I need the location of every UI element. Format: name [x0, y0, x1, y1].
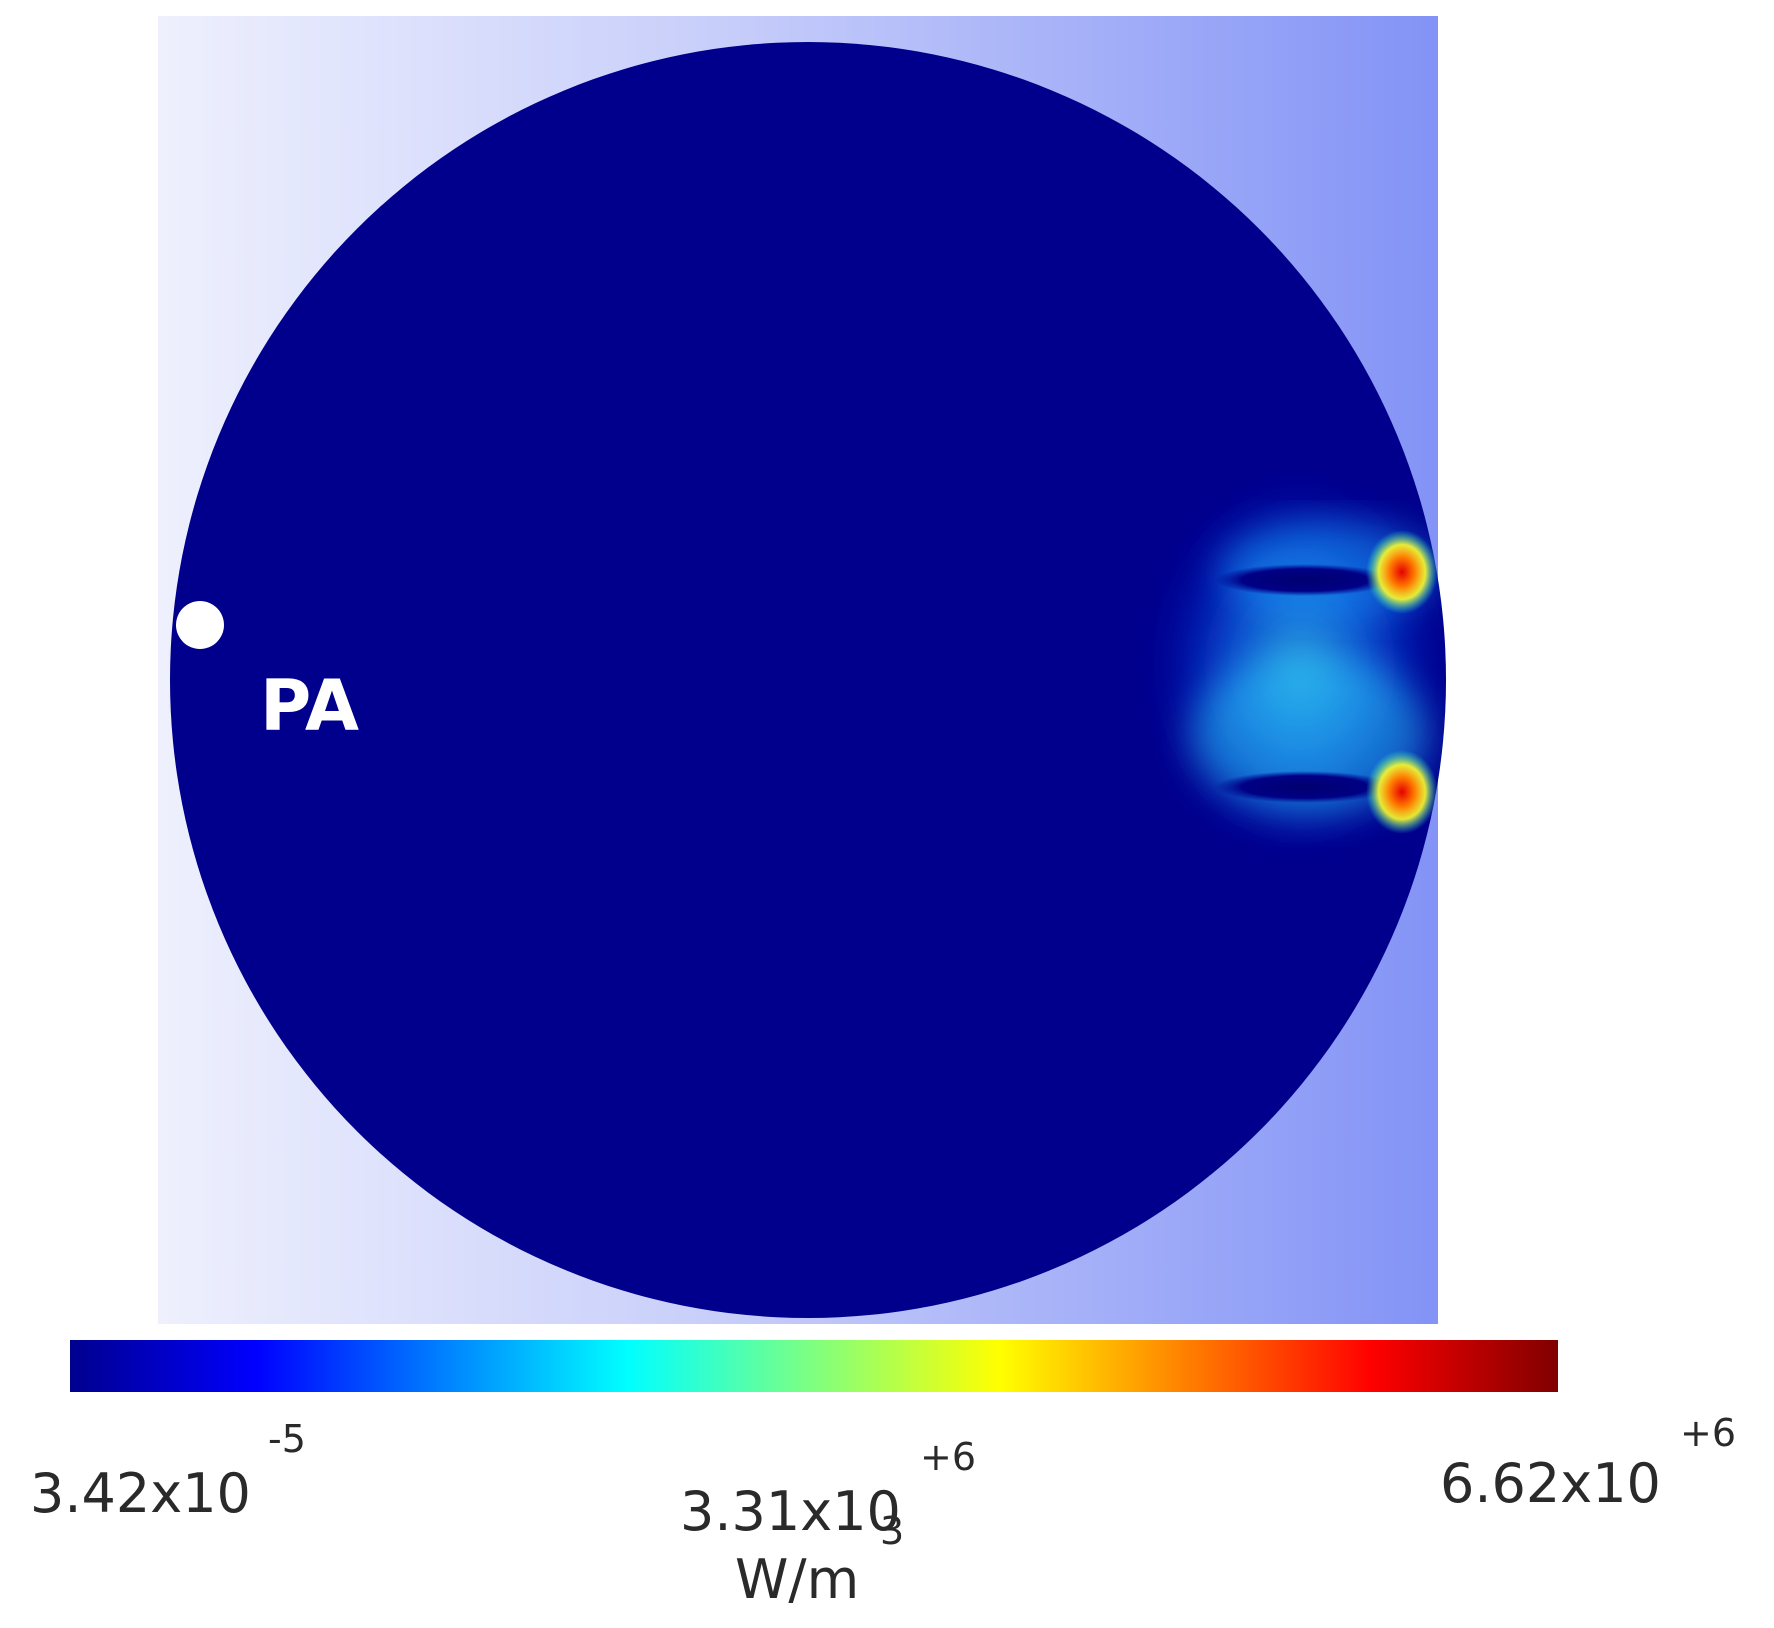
pa-marker — [176, 601, 224, 649]
colorbar-unit: W/m — [735, 1548, 859, 1611]
colorbar-max-exponent: +6 — [1680, 1411, 1736, 1455]
colorbar-mid-exponent: +6 — [920, 1435, 976, 1479]
colorbar — [70, 1340, 1558, 1392]
electrode-gap-upper — [1215, 564, 1395, 596]
circular-domain — [170, 42, 1446, 1318]
colorbar-unit-exponent: 3 — [880, 1509, 904, 1553]
colorbar-min-exponent: -5 — [268, 1417, 306, 1461]
colorbar-min-mantissa: 3.42x10 — [30, 1462, 251, 1525]
pa-label: PA — [260, 665, 359, 747]
colorbar-max-mantissa: 6.62x10 — [1440, 1452, 1661, 1515]
hot-spot-lower — [1366, 750, 1438, 834]
hot-spot-upper — [1366, 530, 1438, 614]
heating-region — [1150, 475, 1446, 855]
colorbar-mid-mantissa: 3.31x10 — [680, 1480, 901, 1543]
electrode-gap-lower — [1215, 771, 1395, 803]
